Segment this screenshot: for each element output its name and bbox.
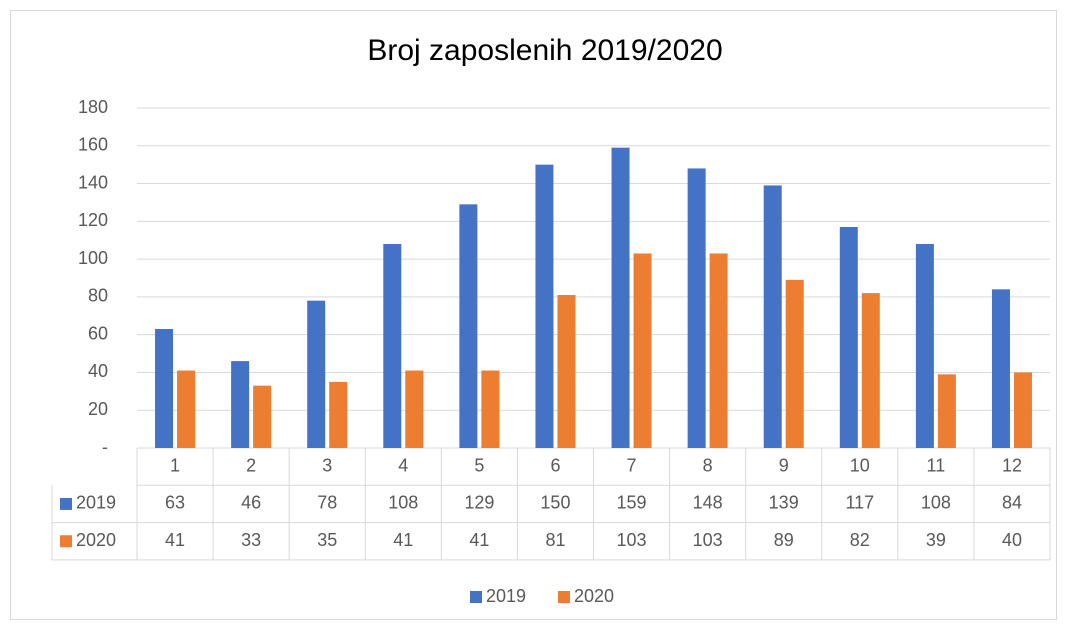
x-tick-label: 12 bbox=[1002, 455, 1022, 475]
table-cell: 35 bbox=[317, 530, 337, 550]
y-tick-label: 160 bbox=[78, 135, 108, 155]
y-tick-label: 120 bbox=[78, 210, 108, 230]
y-tick-label: - bbox=[102, 437, 108, 457]
bar bbox=[611, 147, 630, 448]
bar bbox=[763, 185, 782, 448]
y-tick-label: 140 bbox=[78, 172, 108, 192]
x-tick-label: 11 bbox=[927, 455, 946, 475]
bar bbox=[481, 370, 500, 448]
bar bbox=[177, 370, 196, 448]
table-cell: 41 bbox=[393, 530, 413, 550]
bar bbox=[1013, 372, 1032, 448]
table-cell: 40 bbox=[1002, 530, 1022, 550]
bar bbox=[839, 227, 858, 448]
y-tick-label: 20 bbox=[88, 399, 108, 419]
y-tick-label: 40 bbox=[88, 361, 108, 381]
y-tick-label: 60 bbox=[88, 323, 108, 343]
table-cell: 148 bbox=[693, 493, 723, 513]
table-legend-swatch bbox=[60, 535, 72, 548]
bar bbox=[937, 374, 956, 448]
table-cell: 84 bbox=[1002, 493, 1022, 513]
table-cell: 139 bbox=[769, 493, 799, 513]
bar bbox=[557, 295, 576, 448]
table-cell: 41 bbox=[469, 530, 489, 550]
table-series-name: 2019 bbox=[76, 493, 116, 513]
bar bbox=[155, 329, 174, 448]
x-tick-label: 8 bbox=[703, 455, 713, 475]
bar bbox=[405, 370, 424, 448]
bar bbox=[861, 293, 880, 448]
bar bbox=[633, 253, 652, 448]
table-cell: 78 bbox=[317, 493, 337, 513]
bar bbox=[785, 279, 804, 448]
y-tick-label: 100 bbox=[78, 248, 108, 268]
legend-label: 2020 bbox=[574, 586, 614, 606]
bar bbox=[253, 385, 272, 448]
table-cell: 89 bbox=[774, 530, 794, 550]
table-cell: 150 bbox=[540, 493, 570, 513]
bar bbox=[329, 381, 348, 448]
table-cell: 159 bbox=[617, 493, 647, 513]
bar bbox=[307, 300, 326, 448]
bar bbox=[709, 253, 728, 448]
x-tick-label: 4 bbox=[398, 455, 408, 475]
table-cell: 39 bbox=[926, 530, 946, 550]
x-tick-label: 5 bbox=[474, 455, 484, 475]
x-tick-label: 9 bbox=[779, 455, 789, 475]
table-cell: 81 bbox=[545, 530, 565, 550]
x-tick-label: 3 bbox=[322, 455, 332, 475]
table-cell: 117 bbox=[845, 493, 874, 513]
table-cell: 108 bbox=[921, 493, 951, 513]
table-legend-swatch bbox=[60, 497, 72, 510]
bar bbox=[459, 204, 478, 448]
bar bbox=[231, 361, 250, 448]
x-tick-label: 2 bbox=[246, 455, 256, 475]
table-series-name: 2020 bbox=[76, 530, 116, 550]
table-cell: 129 bbox=[464, 493, 494, 513]
x-tick-label: 7 bbox=[627, 455, 637, 475]
bar bbox=[383, 244, 402, 448]
legend-swatch bbox=[558, 591, 570, 603]
y-tick-label: 180 bbox=[78, 97, 108, 117]
chart-border bbox=[10, 10, 1057, 620]
chart-title: Broj zaposlenih 2019/2020 bbox=[367, 34, 722, 67]
table-cell: 63 bbox=[165, 493, 185, 513]
bar bbox=[687, 168, 706, 448]
table-cell: 46 bbox=[241, 493, 261, 513]
x-tick-label: 6 bbox=[550, 455, 560, 475]
bar bbox=[991, 289, 1010, 448]
x-tick-label: 10 bbox=[850, 455, 870, 475]
y-tick-label: 80 bbox=[88, 286, 108, 306]
table-cell: 103 bbox=[617, 530, 647, 550]
legend-swatch bbox=[470, 591, 482, 603]
x-tick-label: 1 bbox=[170, 455, 180, 475]
bar bbox=[915, 244, 934, 448]
table-cell: 33 bbox=[241, 530, 261, 550]
legend-label: 2019 bbox=[486, 586, 526, 606]
table-cell: 103 bbox=[693, 530, 723, 550]
table-cell: 82 bbox=[850, 530, 870, 550]
table-cell: 41 bbox=[165, 530, 185, 550]
bar bbox=[535, 164, 554, 448]
table-cell: 108 bbox=[388, 493, 418, 513]
